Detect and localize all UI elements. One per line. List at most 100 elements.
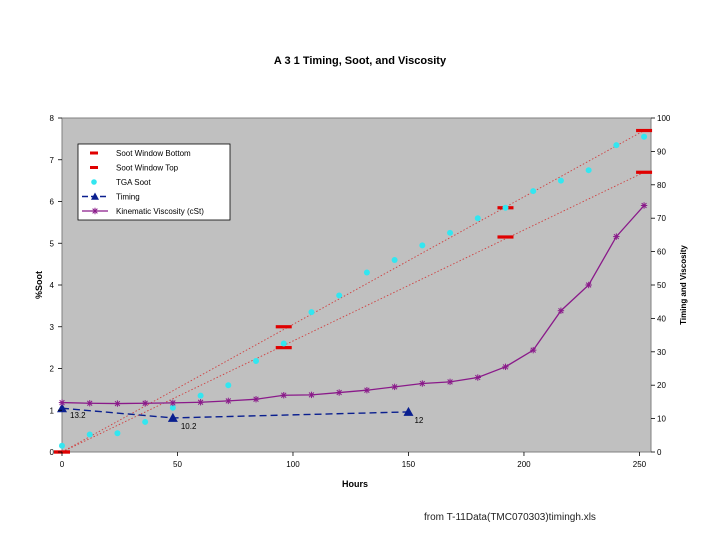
tga-soot-point (419, 242, 426, 249)
tga-soot-point (447, 229, 454, 236)
y-right-tick-label: 50 (657, 281, 666, 290)
y-right-tick-label: 0 (657, 448, 662, 457)
viscosity-point (474, 374, 481, 381)
y-right-tick-label: 60 (657, 248, 666, 257)
tga-soot-point (557, 177, 564, 184)
timing-point (403, 406, 414, 416)
x-axis-label: Hours (342, 479, 368, 489)
y-left-tick-label: 7 (50, 156, 55, 165)
tga-soot-point (641, 133, 648, 140)
y-axis-label-right: Timing and Viscosity (679, 245, 688, 325)
tga-soot-point (114, 430, 121, 437)
y-right-tick-label: 100 (657, 114, 671, 123)
timing-data-label: 12 (414, 416, 423, 425)
tga-soot-point (363, 269, 370, 276)
y-left-tick-label: 0 (50, 448, 55, 457)
viscosity-point (197, 399, 204, 406)
viscosity-point (335, 389, 343, 396)
y-right-tick-label: 20 (657, 381, 666, 390)
y-right-tick-label: 80 (657, 181, 666, 190)
timing-data-label: 10.2 (181, 422, 197, 431)
tga-soot-point (474, 215, 481, 222)
legend-symbol (91, 207, 99, 215)
viscosity-point (502, 363, 509, 371)
viscosity-point (585, 281, 592, 289)
y-right-tick-label: 40 (657, 314, 666, 323)
y-right-tick-label: 30 (657, 348, 666, 357)
source-note: from T-11Data(TMC070303)timingh.xls (424, 512, 596, 523)
tga-soot-point (225, 382, 232, 389)
x-tick-label: 0 (60, 460, 65, 469)
soot-window-marker (636, 128, 653, 133)
x-tick-label: 150 (402, 460, 416, 469)
viscosity-point (280, 392, 287, 399)
legend-label: Timing (116, 193, 140, 202)
y-left-tick-label: 4 (50, 281, 55, 290)
tga-soot-point (86, 431, 93, 438)
viscosity-point (169, 399, 177, 407)
tga-soot-point (502, 204, 509, 211)
viscosity-point (613, 233, 620, 240)
legend-symbol (91, 192, 99, 200)
tga-soot-point (530, 188, 537, 195)
viscosity-point (86, 400, 93, 407)
legend-label: Soot Window Top (116, 164, 179, 173)
viscosity-point (141, 400, 149, 407)
x-tick-label: 200 (517, 460, 531, 469)
tga-soot-point (585, 167, 592, 174)
y-left-tick-label: 6 (50, 198, 55, 207)
timing-point (167, 412, 178, 422)
soot-window-marker (275, 325, 292, 329)
viscosity-point (530, 346, 537, 354)
viscosity-point (557, 307, 565, 314)
viscosity-point (391, 383, 398, 391)
tga-soot-point (280, 340, 287, 347)
y-left-tick-label: 2 (50, 365, 55, 374)
x-tick-label: 250 (633, 460, 647, 469)
tga-soot-point (336, 292, 343, 299)
y-left-tick-label: 1 (50, 406, 55, 415)
legend-symbol (90, 166, 98, 169)
viscosity-line (61, 205, 645, 405)
legend-label: TGA Soot (116, 178, 151, 187)
soot-window-marker (497, 235, 514, 239)
tga-soot-point (197, 392, 204, 399)
legend-label: Soot Window Bottom (116, 149, 191, 158)
tga-soot-point (253, 357, 260, 364)
viscosity-point (58, 399, 66, 406)
tga-soot-point (142, 418, 149, 425)
y-left-tick-label: 3 (50, 323, 55, 332)
soot-window-marker (275, 346, 292, 350)
y-right-tick-label: 10 (657, 415, 666, 424)
tga-soot-point (59, 442, 65, 449)
legend-symbol (90, 151, 98, 155)
trendline (61, 171, 645, 453)
chart-title: A 3 1 Timing, Soot, and Viscosity (274, 55, 447, 67)
trendline (61, 130, 645, 453)
tga-soot-point (308, 309, 315, 316)
timing-data-label: 13.2 (70, 411, 86, 420)
viscosity-point (640, 202, 648, 209)
y-axis-label-left: %Soot (34, 271, 44, 299)
viscosity-point (225, 397, 232, 405)
legend-symbol (91, 179, 97, 185)
y-left-tick-label: 5 (50, 239, 55, 248)
tga-soot-point (613, 142, 620, 149)
y-right-tick-label: 90 (657, 147, 666, 156)
viscosity-point (114, 400, 121, 407)
tga-soot-point (169, 404, 176, 411)
x-tick-label: 100 (286, 460, 300, 469)
legend-box (77, 143, 231, 221)
viscosity-point (363, 387, 371, 394)
y-left-tick-label: 8 (50, 114, 55, 123)
legend-label: Kinematic Viscosity (cSt) (116, 207, 204, 216)
tga-soot-point (391, 256, 398, 263)
viscosity-point (308, 391, 315, 399)
x-tick-label: 50 (173, 460, 182, 469)
y-right-tick-label: 70 (657, 214, 666, 223)
viscosity-point (446, 378, 454, 386)
viscosity-point (419, 380, 426, 387)
viscosity-point (252, 396, 260, 403)
soot-window-marker (636, 170, 653, 174)
